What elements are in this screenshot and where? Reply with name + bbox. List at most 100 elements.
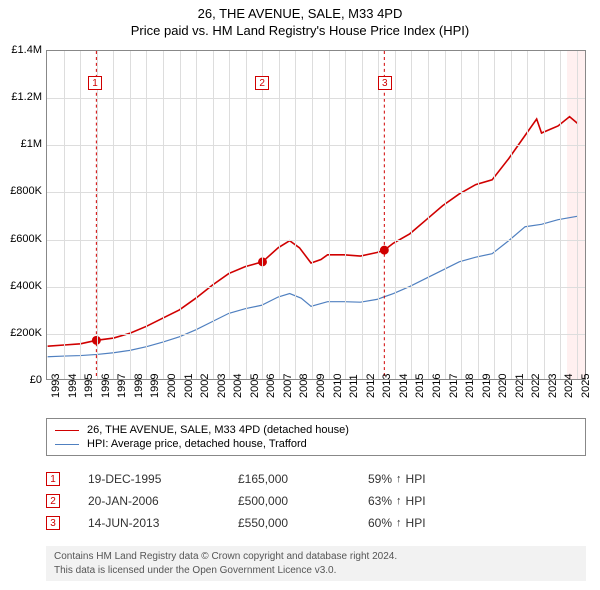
y-tick-label: £200K <box>2 327 42 339</box>
sales-row-badge: 3 <box>46 516 60 530</box>
y-tick-label: £1.2M <box>2 91 42 103</box>
grid-line-v <box>511 51 512 379</box>
up-arrow-icon: ↑ <box>396 517 402 529</box>
x-tick-label: 2023 <box>547 374 559 398</box>
grid-line-h <box>47 98 585 99</box>
x-tick-label: 2006 <box>265 374 277 398</box>
chart-svg <box>47 51 585 379</box>
sales-row-pct-value: 60% <box>368 516 392 530</box>
legend-swatch <box>55 430 79 431</box>
sales-row-date: 20-JAN-2006 <box>88 494 238 508</box>
x-tick-label: 2004 <box>232 374 244 398</box>
x-tick-label: 2007 <box>282 374 294 398</box>
sales-row-pct: 59% ↑ HPI <box>368 472 426 486</box>
grid-line-v <box>527 51 528 379</box>
x-tick-label: 2021 <box>514 374 526 398</box>
x-tick-label: 2014 <box>398 374 410 398</box>
x-tick-label: 2024 <box>563 374 575 398</box>
grid-line-v <box>279 51 280 379</box>
grid-line-v <box>345 51 346 379</box>
grid-line-v <box>478 51 479 379</box>
sales-row-suffix: HPI <box>406 472 426 486</box>
grid-line-v <box>395 51 396 379</box>
sales-row-pct-value: 63% <box>368 494 392 508</box>
footer-line-1: Contains HM Land Registry data © Crown c… <box>54 550 578 564</box>
grid-line-v <box>97 51 98 379</box>
sale-marker-badge: 3 <box>378 76 392 90</box>
sales-row-price: £165,000 <box>238 472 368 486</box>
grid-line-v <box>445 51 446 379</box>
grid-line-v <box>461 51 462 379</box>
x-tick-label: 1999 <box>149 374 161 398</box>
x-tick-label: 2018 <box>464 374 476 398</box>
x-tick-label: 2020 <box>497 374 509 398</box>
sale-marker-badge: 2 <box>255 76 269 90</box>
up-arrow-icon: ↑ <box>396 473 402 485</box>
sales-table: 1 19-DEC-1995£165,00059% ↑ HPI 2 20-JAN-2006£… <box>46 468 586 534</box>
sales-row-pct: 63%↑HPI <box>368 494 426 508</box>
sale-marker-dot <box>380 246 388 254</box>
x-tick-label: 1995 <box>83 374 95 398</box>
chart-container: 26, THE AVENUE, SALE, M33 4PD Price paid… <box>0 0 600 590</box>
grid-line-v <box>411 51 412 379</box>
grid-line-v <box>146 51 147 379</box>
x-tick-label: 2022 <box>530 374 542 398</box>
y-tick-label: £1.4M <box>2 44 42 56</box>
grid-line-v <box>577 51 578 379</box>
grid-line-v <box>544 51 545 379</box>
grid-line-v <box>64 51 65 379</box>
sales-row-badge: 2 <box>46 494 60 508</box>
x-tick-label: 2025 <box>580 374 592 398</box>
x-tick-label: 2010 <box>332 374 344 398</box>
grid-line-v <box>494 51 495 379</box>
sales-row-price: £500,000 <box>238 494 368 508</box>
x-tick-label: 2005 <box>249 374 261 398</box>
grid-line-h <box>47 240 585 241</box>
sales-row-suffix: HPI <box>406 516 426 530</box>
title-block: 26, THE AVENUE, SALE, M33 4PD Price paid… <box>0 0 600 38</box>
sales-row-pct: 60% ↑ HPI <box>368 516 426 530</box>
x-tick-label: 2002 <box>199 374 211 398</box>
legend-item: HPI: Average price, detached house, Traf… <box>55 437 577 451</box>
x-tick-label: 1993 <box>50 374 62 398</box>
sales-row: 1 19-DEC-1995£165,00059% ↑ HPI <box>46 468 586 490</box>
grid-line-v <box>180 51 181 379</box>
sales-row: 220-JAN-2006£500,00063%↑HPI <box>46 490 586 512</box>
x-tick-label: 2016 <box>431 374 443 398</box>
grid-line-h <box>47 334 585 335</box>
grid-line-v <box>428 51 429 379</box>
sales-row-pct-value: 59% <box>368 472 392 486</box>
sales-row-date: 19-DEC-1995 <box>88 472 238 486</box>
up-arrow-icon: ↑ <box>396 495 402 507</box>
title-main: 26, THE AVENUE, SALE, M33 4PD <box>0 6 600 21</box>
x-tick-label: 1998 <box>133 374 145 398</box>
grid-line-v <box>80 51 81 379</box>
x-tick-label: 2001 <box>183 374 195 398</box>
x-tick-label: 2011 <box>348 374 360 398</box>
x-tick-label: 1996 <box>100 374 112 398</box>
grid-line-h <box>47 192 585 193</box>
grid-line-v <box>130 51 131 379</box>
grid-line-v <box>312 51 313 379</box>
footer-line-2: This data is licensed under the Open Gov… <box>54 564 578 578</box>
sales-row: 3 14-JUN-2013£550,00060% ↑ HPI <box>46 512 586 534</box>
grid-line-h <box>47 145 585 146</box>
grid-line-v <box>163 51 164 379</box>
grid-line-v <box>362 51 363 379</box>
sales-row-badge: 1 <box>46 472 60 486</box>
x-tick-label: 2015 <box>414 374 426 398</box>
legend-item: 26, THE AVENUE, SALE, M33 4PD (detached … <box>55 423 577 437</box>
grid-line-v <box>213 51 214 379</box>
legend-swatch <box>55 444 79 445</box>
y-tick-label: £600K <box>2 233 42 245</box>
x-tick-label: 2013 <box>381 374 393 398</box>
grid-line-h <box>47 287 585 288</box>
title-sub: Price paid vs. HM Land Registry's House … <box>0 23 600 38</box>
grid-line-v <box>262 51 263 379</box>
sales-row-date: 14-JUN-2013 <box>88 516 238 530</box>
sales-row-price: £550,000 <box>238 516 368 530</box>
grid-line-v <box>329 51 330 379</box>
chart-plot-area <box>46 50 586 380</box>
x-tick-label: 2017 <box>448 374 460 398</box>
y-tick-label: £800K <box>2 185 42 197</box>
